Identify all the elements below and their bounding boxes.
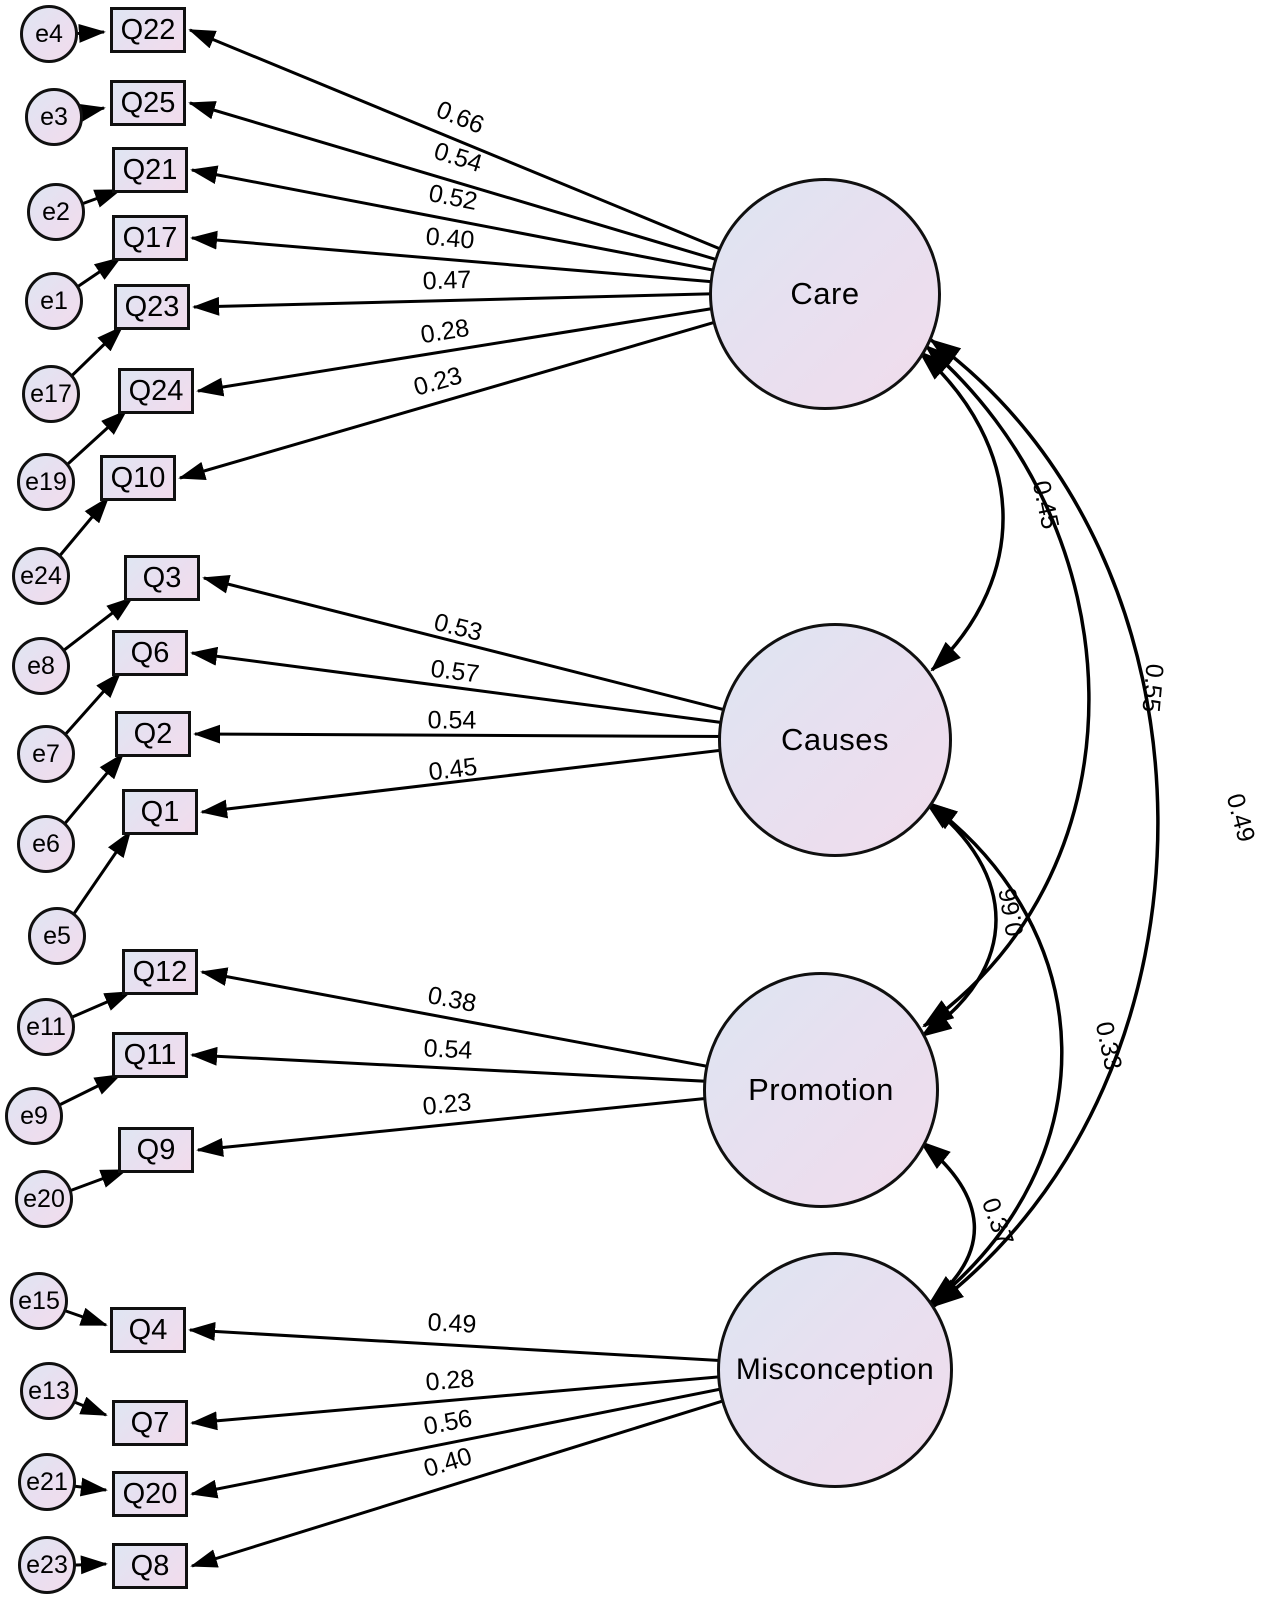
e2-label: e2 <box>42 197 70 226</box>
e8-label: e8 <box>27 651 55 680</box>
indicator-q1: Q1 <box>122 789 198 835</box>
e15-label: e15 <box>18 1286 60 1315</box>
cov-care-promotion: 0.55 <box>1136 662 1169 714</box>
loading-q17: 0.40 <box>424 222 476 255</box>
indicator-q17: Q17 <box>112 215 188 261</box>
q21-label: Q21 <box>122 153 178 186</box>
error-e2: e2 <box>27 183 85 241</box>
indicator-q6: Q6 <box>112 630 188 676</box>
q1-label: Q1 <box>140 795 180 828</box>
error-e9: e9 <box>5 1087 63 1145</box>
q7-label: Q7 <box>130 1406 170 1439</box>
error-e19: e19 <box>17 453 75 511</box>
q8-label: Q8 <box>130 1549 170 1582</box>
error-e5: e5 <box>28 907 86 965</box>
loading-q6: 0.57 <box>429 654 481 689</box>
error-e6: e6 <box>17 815 75 873</box>
q22-label: Q22 <box>120 13 176 46</box>
loading-q1: 0.45 <box>427 752 479 787</box>
error-e15: e15 <box>10 1272 68 1330</box>
e4-label: e4 <box>35 19 63 48</box>
error-e11: e11 <box>17 998 75 1056</box>
loading-q23: 0.47 <box>422 265 472 296</box>
error-e1: e1 <box>25 272 83 330</box>
latent-promotion-label: Promotion <box>748 1072 894 1107</box>
loading-q11: 0.54 <box>422 1034 474 1065</box>
indicator-q24: Q24 <box>118 368 194 414</box>
q25-label: Q25 <box>120 86 176 119</box>
indicator-q22: Q22 <box>110 7 186 53</box>
q3-label: Q3 <box>142 561 182 594</box>
loading-q2: 0.54 <box>427 706 477 735</box>
error-e7: e7 <box>17 725 75 783</box>
e17-label: e17 <box>30 379 72 408</box>
error-e23: e23 <box>18 1536 76 1594</box>
indicator-q21: Q21 <box>112 147 188 193</box>
indicator-q23: Q23 <box>114 284 190 330</box>
q24-label: Q24 <box>128 374 184 407</box>
q4-label: Q4 <box>128 1313 168 1346</box>
latent-care-label: Care <box>790 276 860 311</box>
q12-label: Q12 <box>132 955 188 988</box>
error-e21: e21 <box>18 1453 76 1511</box>
indicator-q2: Q2 <box>115 711 191 757</box>
q17-label: Q17 <box>122 221 178 254</box>
e23-label: e23 <box>26 1550 68 1579</box>
loading-q9: 0.23 <box>421 1088 473 1121</box>
e20-label: e20 <box>23 1184 65 1213</box>
indicator-q4: Q4 <box>110 1307 186 1353</box>
covariance-curves <box>918 338 1160 1308</box>
latent-misconception: Misconception <box>717 1252 953 1488</box>
error-e20: e20 <box>15 1170 73 1228</box>
e9-label: e9 <box>20 1101 48 1130</box>
e24-label: e24 <box>20 561 62 590</box>
e7-label: e7 <box>32 739 60 768</box>
error-e3: e3 <box>25 88 83 146</box>
e6-label: e6 <box>32 829 60 858</box>
loading-q7: 0.28 <box>424 1364 476 1397</box>
e13-label: e13 <box>28 1376 70 1405</box>
q11-label: Q11 <box>123 1038 177 1071</box>
latent-promotion: Promotion <box>703 972 939 1208</box>
indicator-q25: Q25 <box>110 80 186 126</box>
latent-causes: Causes <box>718 623 952 857</box>
indicator-q11: Q11 <box>112 1032 188 1078</box>
e19-label: e19 <box>25 467 67 496</box>
q6-label: Q6 <box>130 636 170 669</box>
latent-causes-label: Causes <box>780 722 890 757</box>
q10-label: Q10 <box>110 461 166 494</box>
error-e8: e8 <box>12 637 70 695</box>
q23-label: Q23 <box>124 290 180 323</box>
indicator-q20: Q20 <box>112 1471 188 1517</box>
indicator-q8: Q8 <box>112 1543 188 1589</box>
latent-care: Care <box>709 178 941 410</box>
loading-q4: 0.49 <box>426 1308 478 1339</box>
e3-label: e3 <box>40 102 68 131</box>
e5-label: e5 <box>43 921 71 950</box>
e11-label: e11 <box>26 1012 66 1041</box>
indicator-q7: Q7 <box>112 1400 188 1446</box>
q2-label: Q2 <box>133 717 173 750</box>
e21-label: e21 <box>26 1467 68 1496</box>
latent-misconception-label: Misconception <box>735 1353 935 1386</box>
indicator-q12: Q12 <box>122 949 198 995</box>
error-e17: e17 <box>22 365 80 423</box>
q20-label: Q20 <box>122 1477 178 1510</box>
indicator-q9: Q9 <box>118 1127 194 1173</box>
indicator-q3: Q3 <box>124 555 200 601</box>
error-e13: e13 <box>20 1362 78 1420</box>
error-e4: e4 <box>20 5 78 63</box>
q9-label: Q9 <box>136 1133 176 1166</box>
indicator-q10: Q10 <box>100 455 176 501</box>
e1-label: e1 <box>40 286 68 315</box>
error-e24: e24 <box>12 547 70 605</box>
